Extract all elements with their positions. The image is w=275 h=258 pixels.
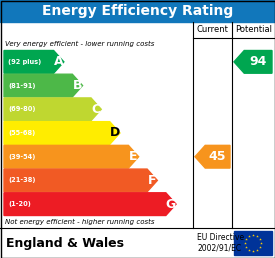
Text: 45: 45 [209, 150, 226, 163]
Polygon shape [4, 74, 82, 97]
Polygon shape [4, 51, 64, 73]
Text: A: A [54, 55, 64, 68]
Polygon shape [234, 51, 272, 73]
Text: England & Wales: England & Wales [6, 237, 124, 249]
Polygon shape [4, 145, 139, 168]
Polygon shape [4, 122, 120, 144]
Text: (81-91): (81-91) [8, 83, 35, 88]
Text: F: F [148, 174, 156, 187]
Text: Current: Current [197, 26, 229, 35]
Text: EU Directive
2002/91/EC: EU Directive 2002/91/EC [197, 233, 244, 253]
Polygon shape [195, 145, 230, 168]
Text: (69-80): (69-80) [8, 106, 35, 112]
Text: Energy Efficiency Rating: Energy Efficiency Rating [42, 4, 233, 18]
Text: (1-20): (1-20) [8, 201, 31, 207]
Text: G: G [166, 198, 176, 211]
Text: B: B [73, 79, 82, 92]
Text: 94: 94 [249, 55, 267, 68]
Text: (39-54): (39-54) [8, 154, 35, 160]
Text: D: D [110, 126, 120, 140]
Polygon shape [4, 98, 101, 121]
Text: Very energy efficient - lower running costs: Very energy efficient - lower running co… [5, 41, 154, 47]
Polygon shape [4, 193, 176, 215]
Text: (92 plus): (92 plus) [8, 59, 41, 65]
Text: C: C [92, 103, 101, 116]
Text: Not energy efficient - higher running costs: Not energy efficient - higher running co… [5, 219, 155, 225]
Text: Potential: Potential [235, 26, 272, 35]
Text: E: E [129, 150, 138, 163]
Text: (21-38): (21-38) [8, 178, 35, 183]
Bar [234, 231, 272, 255]
Polygon shape [4, 169, 157, 192]
Bar [0, 0, 275, 22]
Text: (55-68): (55-68) [8, 130, 35, 136]
